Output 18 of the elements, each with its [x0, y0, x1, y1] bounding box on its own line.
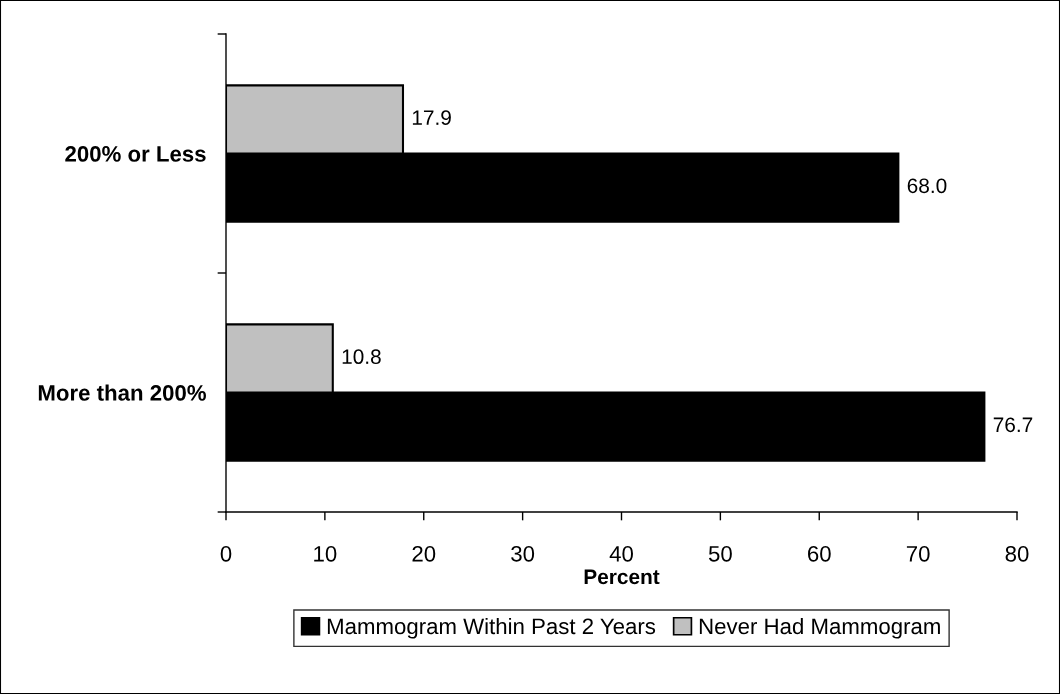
x-tick-label: 80 — [1005, 545, 1029, 562]
y-tick-label: More than 200% — [38, 384, 206, 401]
x-axis-title: Percent — [584, 569, 660, 585]
x-tick-label: 50 — [708, 545, 732, 562]
legend-label: Never Had Mammogram — [699, 617, 940, 639]
x-tick-label: 60 — [808, 545, 831, 562]
data-label: 17.9 — [412, 110, 451, 126]
legend-label: Mammogram Within Past 2 Years — [327, 617, 656, 639]
data-label: 68.0 — [907, 178, 947, 194]
x-tick-label: 0 — [220, 545, 232, 562]
x-tick-label: 30 — [511, 545, 535, 562]
data-label: 76.7 — [993, 417, 1033, 433]
x-tick-label: 20 — [412, 545, 436, 562]
x-tick-label: 40 — [609, 545, 633, 562]
x-tick-label: 70 — [906, 545, 930, 562]
data-label: 10.8 — [342, 349, 381, 365]
x-tick-label: 10 — [314, 545, 337, 562]
y-tick-label: 200% or Less — [65, 146, 206, 162]
